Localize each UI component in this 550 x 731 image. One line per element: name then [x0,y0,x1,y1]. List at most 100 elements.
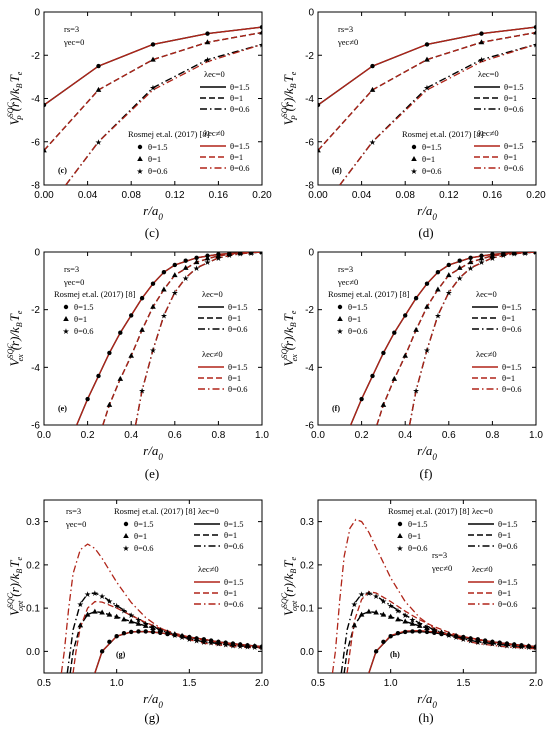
param-text: rs=3 [338,264,353,274]
panel-caption: (g) [144,710,159,725]
y-axis-label-sup: SQC [280,102,289,118]
legend-marker-circle [397,521,403,527]
marker-triangle [402,352,408,358]
y-tick-label: 0 [308,248,314,259]
legend-ref-label: θ=0.6 [74,326,94,336]
legend-ref-label: θ=0.6 [408,543,428,553]
marker-triangle [244,642,251,648]
marker-circle [410,629,415,634]
plot-frame [317,251,537,426]
marker-circle [99,649,105,654]
legend-group-title: λec≠0 [204,128,225,138]
marker-circle [359,396,364,402]
marker-triangle [511,252,517,256]
legend-ref-label: θ=1.5 [148,142,168,152]
marker-triangle [99,609,105,615]
x-tick-label: 0.20 [526,190,546,201]
legend-group-label: θ=1.5 [230,82,250,92]
marker-circle [114,634,119,639]
marker-triangle [193,259,200,265]
x-tick-label: 0.20 [252,190,272,201]
legend-ref-label: θ=1 [148,154,161,164]
marker-triangle [208,638,214,644]
marker-triangle [142,622,149,628]
marker-star: ★ [380,597,387,606]
marker-triangle [435,286,441,292]
legend-marker-star: ★ [396,544,403,553]
marker-triangle [460,634,467,640]
x-axis-label-sub: 0 [158,212,163,222]
marker-circle [479,31,484,36]
marker-star: ★ [394,606,401,615]
x-tick-label: 1.0 [384,678,398,689]
marker-triangle [259,252,262,254]
marker-circle [468,255,473,260]
marker-star: ★ [478,258,485,267]
marker-triangle [478,255,485,261]
marker-triangle [172,272,178,278]
marker-star: ★ [532,643,539,652]
legend-marker-circle [411,144,417,150]
legend-group-title: λec≠0 [478,128,499,138]
param-text: rs=3 [432,550,447,560]
y-tick-label: -4 [31,94,40,105]
y-tick-label: 0 [308,8,314,19]
legend-group-label: θ=0.6 [504,104,524,114]
legend-ref-label: θ=1 [348,314,361,324]
legend-group-label: θ=1 [504,93,517,103]
marker-star: ★ [244,643,251,652]
x-tick-label: 0.0 [311,430,325,441]
legend-group-label: θ=1.5 [228,362,248,372]
y-axis-label-sup: SQC [6,102,15,118]
marker-triangle [387,613,394,619]
marker-triangle [95,86,102,92]
x-tick-label: 1.5 [456,678,470,689]
marker-star: ★ [518,643,525,652]
marker-star: ★ [445,631,452,640]
marker-star: ★ [532,248,539,257]
legend-marker-star: ★ [410,167,417,176]
legend-group-label: θ=0.6 [502,324,522,334]
marker-triangle [230,641,236,647]
marker-star: ★ [467,264,474,273]
marker-triangle [453,632,459,638]
legend-marker-triangle [397,533,403,538]
legend-marker-star: ★ [336,327,343,336]
marker-star: ★ [467,637,474,646]
marker-circle [205,31,210,36]
marker-triangle [522,252,528,255]
marker-star: ★ [204,56,211,65]
x-tick-label: 0.12 [165,190,185,201]
series-line-red-theta-0_6 [65,43,262,185]
marker-triangle [380,401,387,407]
marker-triangle [128,352,134,358]
panel-caption: (c) [145,225,159,240]
marker-triangle [518,642,525,648]
marker-circle [403,313,408,318]
param-text: rs=3 [338,24,353,34]
panel-label: (c) [58,166,67,175]
marker-triangle [150,303,156,309]
marker-triangle [467,635,474,641]
legend-group-label: θ=1.5 [502,362,522,372]
x-axis-label-a: a [426,443,433,458]
legend-group-title: λec≠0 [472,564,493,574]
y-tick-label: 0.2 [300,560,314,571]
x-tick-label: 1.0 [529,430,543,441]
series-line-red-theta-1_5 [76,252,262,425]
x-axis-label: r/a0 [143,203,163,222]
marker-star: ★ [511,250,518,259]
marker-star: ★ [438,628,445,637]
marker-star: ★ [186,635,193,644]
marker-star: ★ [423,623,430,632]
legend-group-title: λec=0 [202,289,223,299]
y-tick-label: 0.3 [300,517,314,528]
y-axis-label-sub: P [290,115,299,121]
legend-group-label: θ=0.6 [224,541,244,551]
param-text: rs=3 [64,264,79,274]
legend-group-title: λec≠0 [202,349,223,359]
series-group: ★★ ★ ★★★★★ ★ ★ ★ ★ ★ ★ ★ ★ ★ ★ ★ ★ ★ ★ ★ ★ ★ ★ [331,518,539,673]
x-tick-label: 0.5 [311,678,325,689]
y-axis-label-sub3: e [15,310,24,314]
legend-ref-label: θ=0.6 [422,166,442,176]
